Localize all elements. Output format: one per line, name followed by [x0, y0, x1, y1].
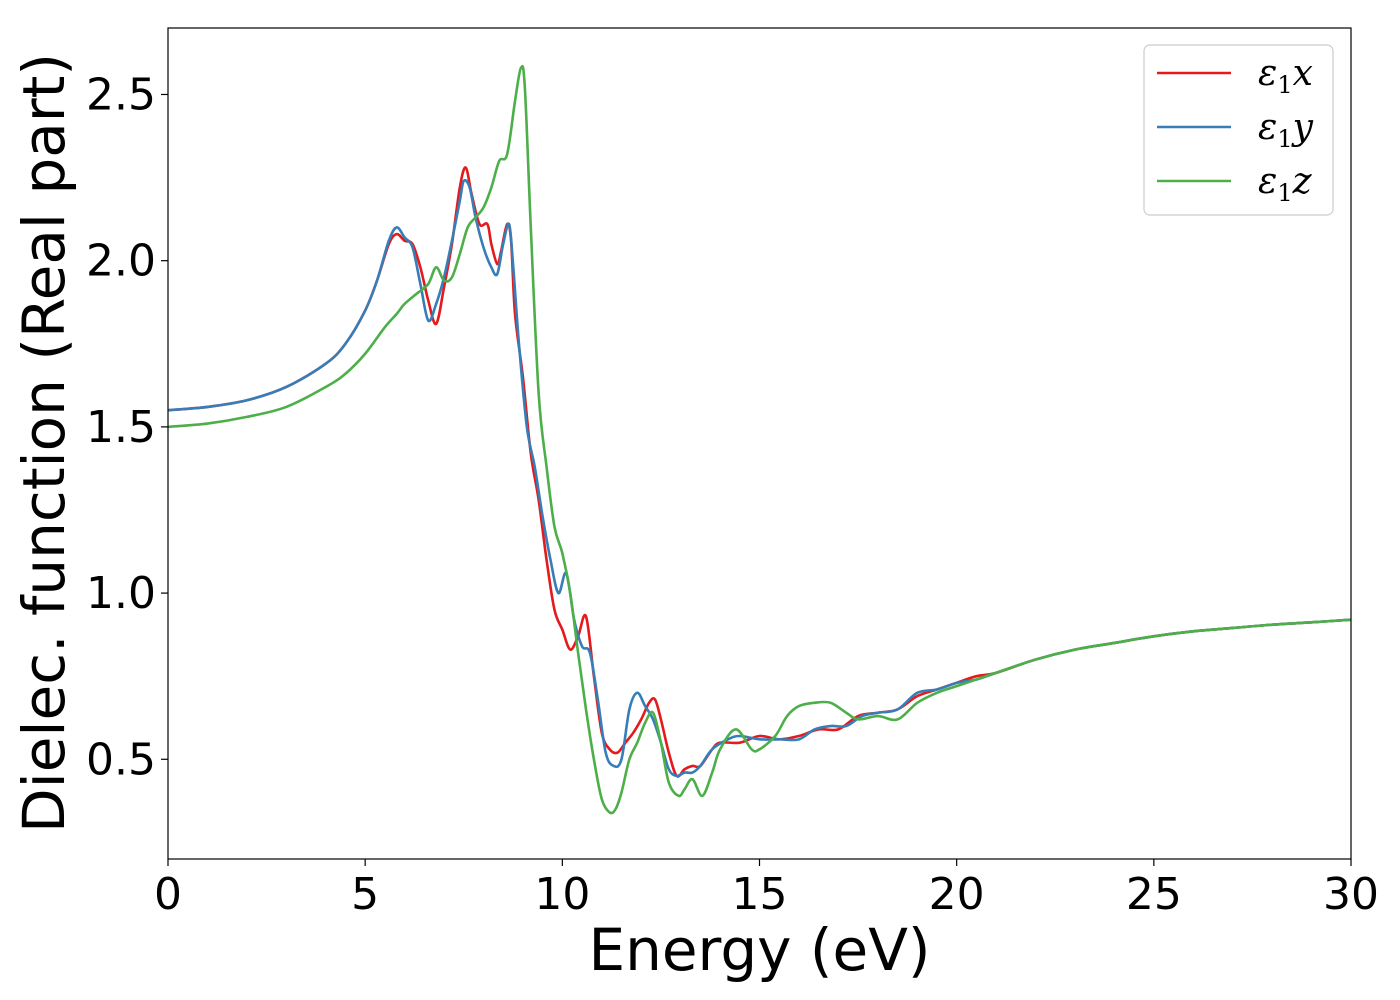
x-tick-label: 5 — [351, 869, 379, 920]
legend: ε1x ε1y ε1z — [1143, 44, 1334, 216]
y-tick-label: 1.5 — [86, 402, 156, 453]
legend-box — [1143, 44, 1334, 216]
x-tick-label: 10 — [534, 869, 590, 920]
x-axis: 0 5 10 15 20 25 30 — [154, 859, 1379, 920]
y-tick-label: 2.0 — [86, 236, 156, 287]
x-tick-label: 0 — [154, 869, 182, 920]
legend-label-z: ε1z — [1258, 161, 1313, 207]
series-line-y — [168, 178, 1351, 778]
y-tick-label: 1.0 — [86, 568, 156, 619]
x-tick-label: 30 — [1323, 869, 1379, 920]
y-axis: 0.5 1.0 1.5 2.0 2.5 — [86, 69, 168, 785]
series-line-z — [168, 64, 1351, 815]
x-axis-label: Energy (eV) — [588, 916, 930, 984]
x-tick-label: 25 — [1126, 869, 1182, 920]
x-tick-label: 20 — [929, 869, 985, 920]
x-tick-label: 15 — [732, 869, 788, 920]
legend-label-x: ε1x — [1258, 53, 1313, 99]
series-layer — [168, 64, 1351, 815]
y-tick-label: 0.5 — [86, 734, 156, 785]
y-tick-label: 2.5 — [86, 69, 156, 120]
y-axis-label: Dielec. function (Real part) — [10, 53, 78, 833]
legend-label-y: ε1y — [1258, 107, 1314, 153]
